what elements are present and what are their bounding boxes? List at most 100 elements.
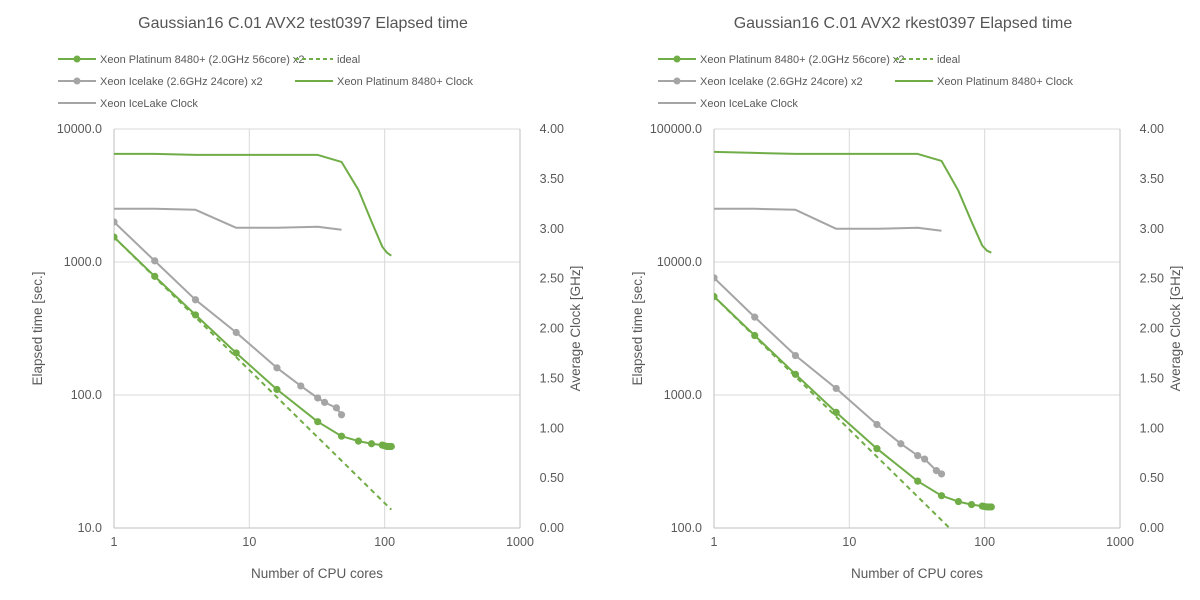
y2-tick-label: 1.00 <box>1140 421 1164 435</box>
data-point <box>914 452 922 460</box>
y2-tick-label: 2.00 <box>1140 322 1164 336</box>
y2-tick-label: 3.50 <box>540 172 564 186</box>
y-tick-label: 100000.0 <box>650 122 702 136</box>
y2-tick-label: 2.50 <box>540 272 564 286</box>
legend-marker <box>73 77 81 85</box>
data-point <box>114 233 118 241</box>
legend-item: Xeon Platinum 8480+ (2.0GHz 56core) x2 <box>658 54 905 66</box>
legend-label: ideal <box>937 54 960 66</box>
data-point <box>314 418 322 426</box>
legend-label: ideal <box>337 54 360 66</box>
plot-area <box>114 152 395 511</box>
data-point <box>387 442 395 451</box>
x-tick-label: 10 <box>242 535 256 549</box>
series-line <box>714 150 992 254</box>
x-tick-label: 100 <box>374 535 395 549</box>
data-point <box>897 440 905 448</box>
data-point <box>873 420 881 429</box>
y2-tick-label: 1.00 <box>540 421 564 435</box>
y2-tick-label: 0.00 <box>540 521 564 535</box>
data-point <box>791 351 800 360</box>
data-point <box>151 272 159 280</box>
y-tick-label: 10000.0 <box>657 255 702 269</box>
legend-label: Xeon Platinum 8480+ (2.0GHz 56core) x2 <box>100 54 305 66</box>
y2-tick-label: 3.00 <box>540 222 564 236</box>
y2-axis-title: Average Clock [GHz] <box>568 266 583 392</box>
y-tick-label: 10.0 <box>78 521 102 535</box>
y2-tick-label: 0.50 <box>1140 471 1164 485</box>
series-0 <box>114 233 395 451</box>
y-tick-label: 1000.0 <box>664 388 702 402</box>
x-tick-label: 1000 <box>1106 535 1134 549</box>
data-point <box>714 274 718 282</box>
gridlines <box>713 128 1121 529</box>
y2-tick-label: 0.00 <box>1140 521 1164 535</box>
x-tick-label: 1 <box>711 535 718 549</box>
data-point <box>337 411 346 419</box>
y-axis-title: Elapsed time [sec.] <box>30 271 45 385</box>
chart-title: Gaussian16 C.01 AVX2 rkest0397 Elapsed t… <box>734 15 1073 32</box>
legend-item: Xeon IceLake Clock <box>58 98 198 110</box>
series-line <box>114 207 342 231</box>
chart-right: Gaussian16 C.01 AVX2 rkest0397 Elapsed t… <box>630 15 1183 581</box>
legend-label: Xeon Platinum 8480+ (2.0GHz 56core) x2 <box>700 54 905 66</box>
series-line <box>714 277 943 475</box>
x-tick-label: 10 <box>842 535 856 549</box>
legend-label: Xeon Icelake (2.6GHz 24core) x2 <box>700 76 863 88</box>
data-point <box>954 497 963 506</box>
y-tick-label: 100.0 <box>71 388 102 402</box>
data-point <box>751 313 759 321</box>
data-point <box>714 292 718 301</box>
data-point <box>932 467 941 475</box>
data-point <box>273 385 281 394</box>
series-2 <box>114 218 346 419</box>
y2-tick-label: 1.50 <box>1140 371 1164 385</box>
data-point <box>332 404 341 412</box>
legend-marker <box>673 77 681 85</box>
y2-tick-label: 3.50 <box>1140 172 1164 186</box>
data-point <box>832 408 840 416</box>
y-axis-title: Elapsed time [sec.] <box>630 271 645 385</box>
y-tick-label: 1000.0 <box>64 255 102 269</box>
data-point <box>367 440 376 448</box>
legend-item: ideal <box>295 54 360 66</box>
series-4 <box>114 207 342 231</box>
data-point <box>937 492 946 500</box>
legend-label: Xeon IceLake Clock <box>100 98 198 110</box>
data-point <box>873 445 881 453</box>
legend-marker <box>73 55 81 63</box>
data-point <box>832 384 840 393</box>
y2-tick-label: 4.00 <box>1140 122 1164 136</box>
x-tick-label: 1000 <box>506 535 534 549</box>
plot-area <box>714 150 995 529</box>
data-point <box>114 218 118 226</box>
y2-tick-label: 0.50 <box>540 471 564 485</box>
data-point <box>967 500 976 509</box>
x-axis-title: Number of CPU cores <box>851 566 983 581</box>
legend-item: Xeon Icelake (2.6GHz 24core) x2 <box>658 76 863 88</box>
legend-item: Xeon Icelake (2.6GHz 24core) x2 <box>58 76 263 88</box>
series-4 <box>714 207 942 232</box>
series-line <box>114 221 343 416</box>
legend-item: Xeon Platinum 8480+ Clock <box>895 76 1074 88</box>
x-tick-label: 100 <box>974 535 995 549</box>
series-line <box>114 236 392 448</box>
x-tick-label: 1 <box>111 535 118 549</box>
y2-tick-label: 1.50 <box>540 371 564 385</box>
data-point <box>314 394 322 402</box>
y2-tick-label: 4.00 <box>540 122 564 136</box>
y-tick-label: 10000.0 <box>57 122 102 136</box>
legend-item: Xeon Platinum 8480+ Clock <box>295 76 474 88</box>
series-2 <box>714 274 946 478</box>
y-tick-label: 100.0 <box>671 521 702 535</box>
data-point <box>321 398 329 406</box>
gridlines <box>113 128 521 529</box>
data-point <box>232 328 240 337</box>
data-point <box>914 477 922 485</box>
y2-axis-title: Average Clock [GHz] <box>1168 266 1183 392</box>
data-point <box>297 382 305 390</box>
data-point <box>232 349 240 357</box>
data-point <box>273 364 281 372</box>
data-point <box>921 455 929 463</box>
x-axis-title: Number of CPU cores <box>251 566 383 581</box>
